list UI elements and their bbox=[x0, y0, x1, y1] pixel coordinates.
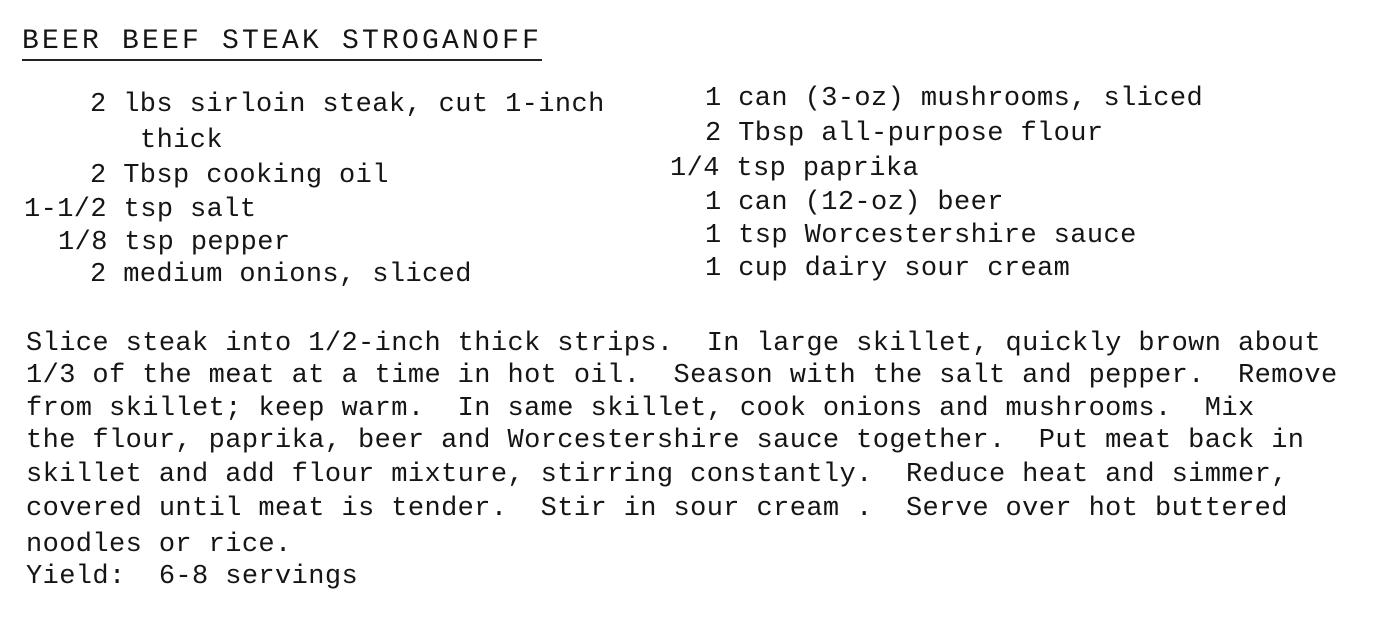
ingredient: 1-1/2 tsp salt bbox=[24, 195, 257, 225]
recipe-title: BEER BEEF STEAK STROGANOFF bbox=[22, 26, 543, 61]
ingredient: 2 Tbsp cooking oil bbox=[90, 161, 389, 191]
direction-line: 1/3 of the meat at a time in hot oil. Se… bbox=[26, 361, 1338, 391]
ingredient: 1 cup dairy sour cream bbox=[705, 254, 1071, 284]
direction-line: skillet and add flour mixture, stirring … bbox=[26, 460, 1288, 490]
ingredient: 2 Tbsp all-purpose flour bbox=[705, 119, 1104, 149]
ingredient: 1/4 tsp paprika bbox=[670, 154, 920, 184]
direction-line: from skillet; keep warm. In same skillet… bbox=[26, 394, 1255, 424]
ingredient: 1 tsp Worcestershire sauce bbox=[705, 221, 1137, 251]
ingredient: 2 lbs sirloin steak, cut 1-inch bbox=[90, 90, 605, 120]
yield: Yield: 6-8 servings bbox=[26, 562, 359, 592]
direction-line: covered until meat is tender. Stir in so… bbox=[26, 494, 1288, 524]
direction-line: the flour, paprika, beer and Worcestersh… bbox=[26, 426, 1305, 456]
ingredient: 2 medium onions, sliced bbox=[90, 260, 472, 290]
ingredient: thick bbox=[140, 126, 224, 156]
ingredient: 1 can (12-oz) beer bbox=[705, 188, 1004, 218]
direction-line: Slice steak into 1/2-inch thick strips. … bbox=[26, 329, 1322, 359]
ingredient: 1/8 tsp pepper bbox=[58, 228, 291, 258]
direction-line: noodles or rice. bbox=[26, 530, 292, 560]
ingredient: 1 can (3-oz) mushrooms, sliced bbox=[705, 84, 1204, 114]
